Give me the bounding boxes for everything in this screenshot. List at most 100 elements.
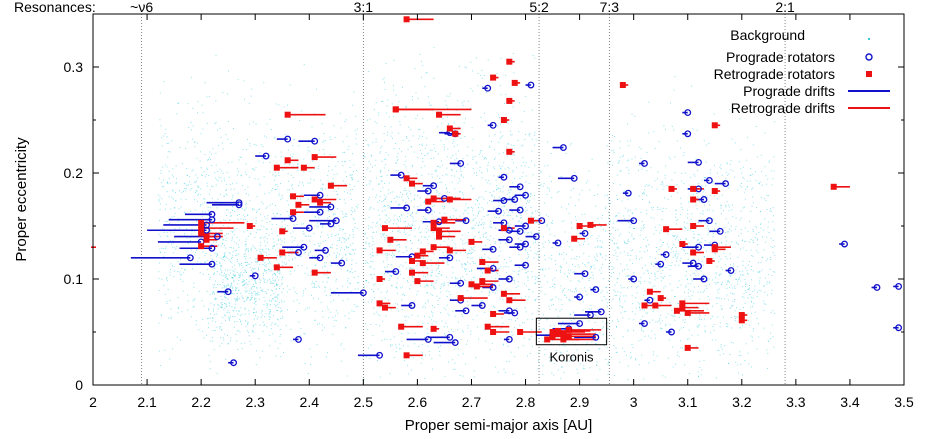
background-point xyxy=(270,324,272,326)
background-point xyxy=(659,208,661,210)
background-point xyxy=(321,324,323,326)
background-point xyxy=(414,186,416,188)
background-point xyxy=(275,288,277,290)
background-point xyxy=(275,355,277,357)
background-point xyxy=(700,221,702,223)
background-point xyxy=(261,310,263,312)
background-point xyxy=(549,175,551,177)
background-point xyxy=(505,74,507,76)
background-point xyxy=(610,276,612,278)
background-point xyxy=(552,339,554,341)
background-point xyxy=(380,190,382,192)
background-point xyxy=(176,113,178,115)
background-point xyxy=(249,299,251,301)
background-point xyxy=(734,142,736,144)
background-point xyxy=(517,270,519,272)
background-point xyxy=(662,207,664,209)
background-point xyxy=(727,174,729,176)
background-point xyxy=(228,284,229,286)
background-point xyxy=(598,223,600,225)
background-point xyxy=(335,257,337,259)
background-point xyxy=(448,291,450,293)
background-point xyxy=(443,208,445,209)
background-point xyxy=(170,208,172,210)
background-point xyxy=(754,289,756,291)
background-point xyxy=(566,253,567,255)
background-point xyxy=(413,199,415,201)
background-point xyxy=(315,286,317,288)
background-point xyxy=(705,197,706,199)
background-point xyxy=(531,276,533,278)
background-point xyxy=(281,299,283,301)
background-point xyxy=(266,123,268,125)
background-point xyxy=(670,248,672,250)
background-point xyxy=(715,223,716,225)
background-point xyxy=(366,119,368,121)
background-point xyxy=(527,254,529,256)
background-point xyxy=(409,288,411,290)
background-point xyxy=(657,270,659,272)
background-point xyxy=(228,233,229,235)
background-point xyxy=(348,312,350,314)
background-point xyxy=(158,290,160,291)
background-point xyxy=(215,321,217,323)
background-point xyxy=(216,261,218,262)
background-point xyxy=(509,196,511,198)
background-point xyxy=(659,264,661,266)
background-point xyxy=(266,281,268,283)
background-point xyxy=(510,134,512,136)
background-point xyxy=(195,181,197,183)
background-point xyxy=(444,100,446,102)
background-point xyxy=(661,218,663,220)
background-point xyxy=(169,182,171,184)
background-point xyxy=(635,287,637,289)
background-point xyxy=(412,217,414,219)
background-point xyxy=(399,204,401,206)
background-point xyxy=(627,240,629,242)
background-point xyxy=(499,190,501,192)
background-point xyxy=(726,326,728,327)
background-point xyxy=(708,204,710,206)
background-point xyxy=(720,164,722,166)
background-point xyxy=(516,215,518,217)
background-point xyxy=(348,145,350,147)
background-point xyxy=(723,227,725,229)
background-point xyxy=(417,263,419,265)
background-point xyxy=(478,203,480,205)
background-point xyxy=(352,230,354,232)
background-point xyxy=(494,241,496,243)
background-point xyxy=(172,246,174,248)
background-point xyxy=(493,190,495,192)
background-point xyxy=(561,367,563,368)
background-point xyxy=(282,317,284,319)
background-point xyxy=(285,255,287,257)
background-point xyxy=(214,284,216,286)
background-point xyxy=(715,223,717,225)
background-point xyxy=(725,236,727,238)
background-point xyxy=(383,279,385,281)
background-point xyxy=(372,240,374,242)
background-point xyxy=(186,237,188,239)
background-point xyxy=(692,237,694,239)
background-point xyxy=(473,172,475,174)
background-point xyxy=(240,323,242,325)
background-point xyxy=(405,319,407,321)
background-point xyxy=(310,356,312,358)
background-point xyxy=(161,137,163,139)
background-point xyxy=(464,268,466,270)
background-point xyxy=(449,215,451,217)
background-point xyxy=(416,211,418,213)
background-point xyxy=(331,233,333,235)
background-point xyxy=(273,283,275,284)
background-point xyxy=(523,337,525,339)
background-point xyxy=(230,143,232,145)
background-point xyxy=(242,266,244,268)
background-point xyxy=(411,242,413,244)
background-point xyxy=(194,209,196,211)
background-point xyxy=(373,313,375,315)
background-point xyxy=(426,239,428,241)
background-point xyxy=(462,194,464,196)
background-point xyxy=(353,91,355,93)
background-point xyxy=(379,196,381,198)
background-point xyxy=(687,209,689,211)
